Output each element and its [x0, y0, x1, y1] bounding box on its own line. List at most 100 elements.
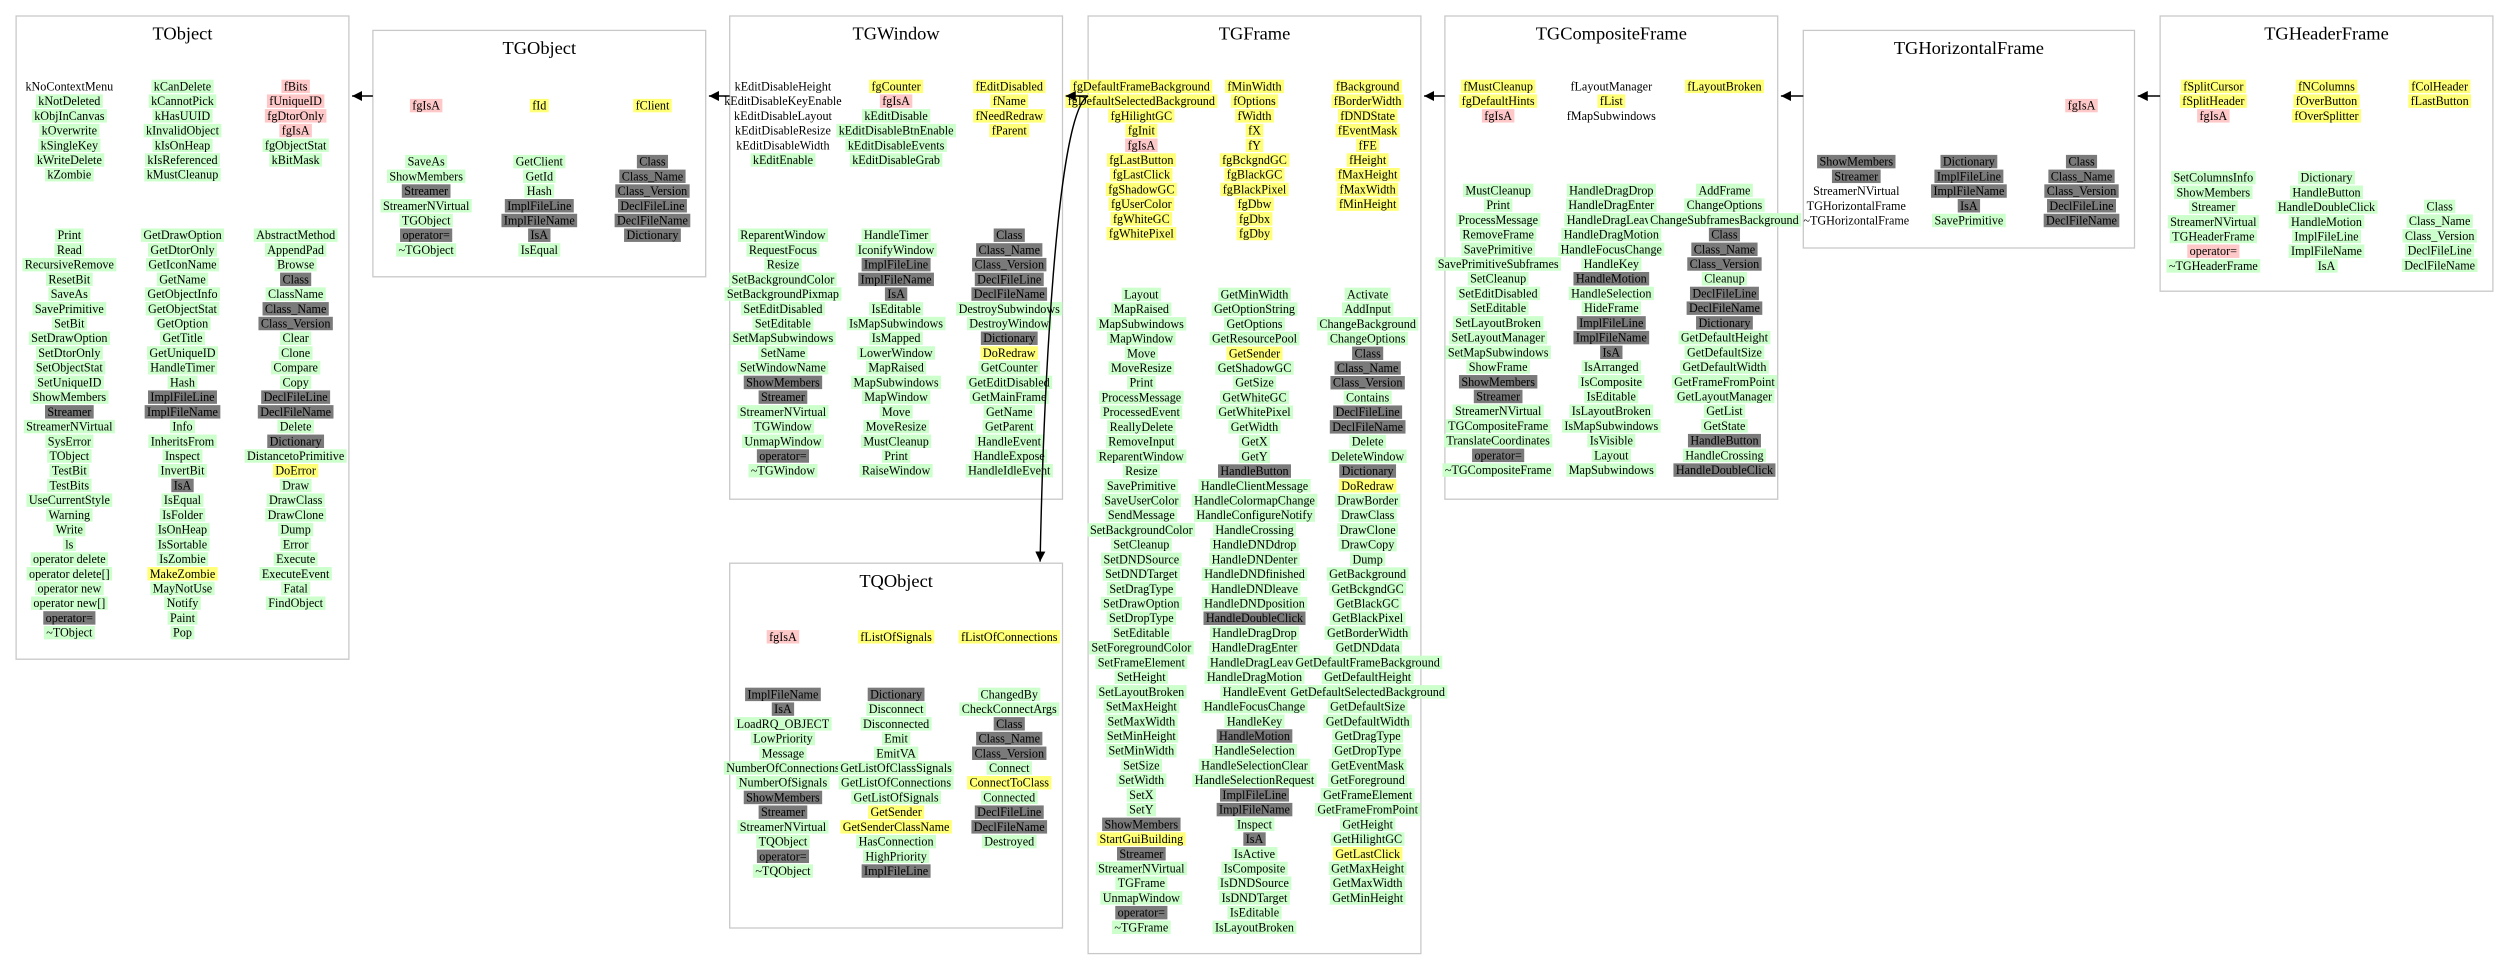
member-name: ShowMembers [33, 390, 107, 404]
member-highlight [1100, 596, 1182, 611]
member-name: HandleKey [1584, 257, 1640, 271]
member-highlight [1462, 183, 1534, 198]
member-name: ShowFrame [1469, 360, 1528, 374]
member-name: Dictionary [2301, 171, 2354, 185]
member-name: SetY [1129, 803, 1154, 817]
member-highlight [1096, 685, 1187, 699]
member-highlight [881, 449, 911, 463]
member-name: Class_Version [261, 317, 331, 331]
member-name: GetOption [157, 317, 208, 331]
member-highlight [400, 228, 453, 242]
member-highlight [1211, 744, 1298, 758]
member-name: Class_Version [2405, 229, 2475, 243]
member-name: GetLayoutManager [1677, 389, 1772, 403]
member-name: fNeedRedraw [975, 109, 1043, 123]
member-name: kEditDisable [864, 109, 927, 123]
member-highlight [1220, 182, 1289, 197]
member-name: IsSortable [158, 537, 207, 551]
member-name: DeclFileLine [977, 272, 1041, 286]
member-highlight [849, 153, 943, 167]
member-highlight [1338, 537, 1397, 552]
member-name: Class [639, 155, 666, 169]
member-name: HandleDragMotion [1207, 670, 1302, 684]
member-name: GetDragType [1335, 729, 1401, 743]
member-highlight [1701, 272, 1748, 286]
member-highlight [1566, 463, 1657, 477]
member-name: Move [1127, 346, 1155, 360]
member-name: GetForeground [1331, 773, 1405, 787]
member-highlight [1473, 389, 1523, 404]
member-name: ProcessedEvent [1103, 405, 1181, 419]
member-name: GetHilightGC [1333, 832, 1402, 846]
member-highlight [1330, 832, 1405, 846]
member-highlight [1110, 626, 1172, 640]
member-highlight [1435, 257, 1561, 271]
member-name: Error [283, 537, 309, 551]
member-highlight [1466, 360, 1530, 374]
member-highlight [1330, 376, 1405, 390]
member-highlight [1245, 123, 1264, 138]
member-highlight [30, 552, 109, 566]
member-highlight [1328, 758, 1407, 773]
member-highlight [1674, 389, 1775, 404]
member-name: StartGuiBuilding [1099, 832, 1183, 846]
member-highlight [528, 228, 551, 242]
member-name: Streamer [1476, 389, 1520, 403]
member-name: ImplFileName [504, 213, 575, 227]
member-name: IsZombie [159, 552, 206, 566]
member-name: kEditDisableBtnEnable [839, 124, 954, 138]
member-highlight [2275, 200, 2378, 214]
member-name: SetDrawOption [1103, 597, 1179, 611]
member-name: ImplFileName [147, 405, 218, 419]
member-name: IsActive [1234, 847, 1275, 861]
member-name: ~TObject [46, 626, 93, 640]
member-highlight [1243, 832, 1266, 846]
member-highlight [270, 360, 321, 375]
member-name: StreamerNVirtual [740, 820, 827, 834]
member-highlight [1238, 449, 1271, 464]
member-name: MoveResize [1111, 361, 1172, 375]
member-highlight [1101, 552, 1182, 567]
member-name: Dictionary [983, 331, 1036, 345]
member-name: GetSenderClassName [843, 820, 950, 834]
member-name: HandleColormapChange [1194, 493, 1315, 507]
member-name: HandleDragEnter [1568, 198, 1654, 212]
member-name: fgDbx [1239, 212, 1270, 226]
member-name: Print [884, 449, 908, 463]
member-name: FindObject [268, 596, 323, 610]
member-name: fY [1248, 138, 1261, 152]
member-name: IsA [774, 702, 792, 716]
member-name: MustCleanup [863, 434, 929, 448]
member-highlight [1217, 464, 1292, 478]
member-highlight [264, 109, 327, 123]
member-highlight [280, 537, 311, 552]
member-name: ImplFileLine [150, 390, 214, 404]
member-name: kBitMask [272, 153, 321, 167]
member-name: Class [996, 717, 1023, 731]
member-highlight [1581, 360, 1642, 374]
member-highlight [281, 79, 310, 94]
member-highlight [1221, 861, 1288, 876]
member-name: SavePrimitive [35, 302, 104, 316]
member-highlight [167, 611, 198, 625]
member-name: SetMaxHeight [1106, 700, 1178, 714]
member-highlight [2292, 229, 2361, 244]
member-highlight [2288, 244, 2365, 258]
member-highlight [30, 390, 109, 404]
member-name: HandleDNDenter [1212, 552, 1298, 566]
member-highlight [1198, 479, 1311, 493]
inheritance-arrow [1035, 95, 1089, 562]
member-highlight [148, 243, 217, 257]
member-highlight [1576, 316, 1646, 330]
member-name: RaiseWindow [862, 464, 931, 478]
member-highlight [1687, 257, 1762, 271]
member-highlight [501, 213, 578, 228]
member-name: HandleDNDdrop [1213, 538, 1297, 552]
member-highlight [737, 405, 829, 419]
member-name: fLayoutManager [1570, 79, 1652, 93]
member-name: UseCurrentStyle [29, 493, 110, 507]
class-title: TGCompositeFrame [1536, 24, 1687, 44]
member-highlight [1334, 493, 1401, 508]
member-highlight [35, 346, 103, 360]
member-name: AddInput [1344, 302, 1391, 316]
